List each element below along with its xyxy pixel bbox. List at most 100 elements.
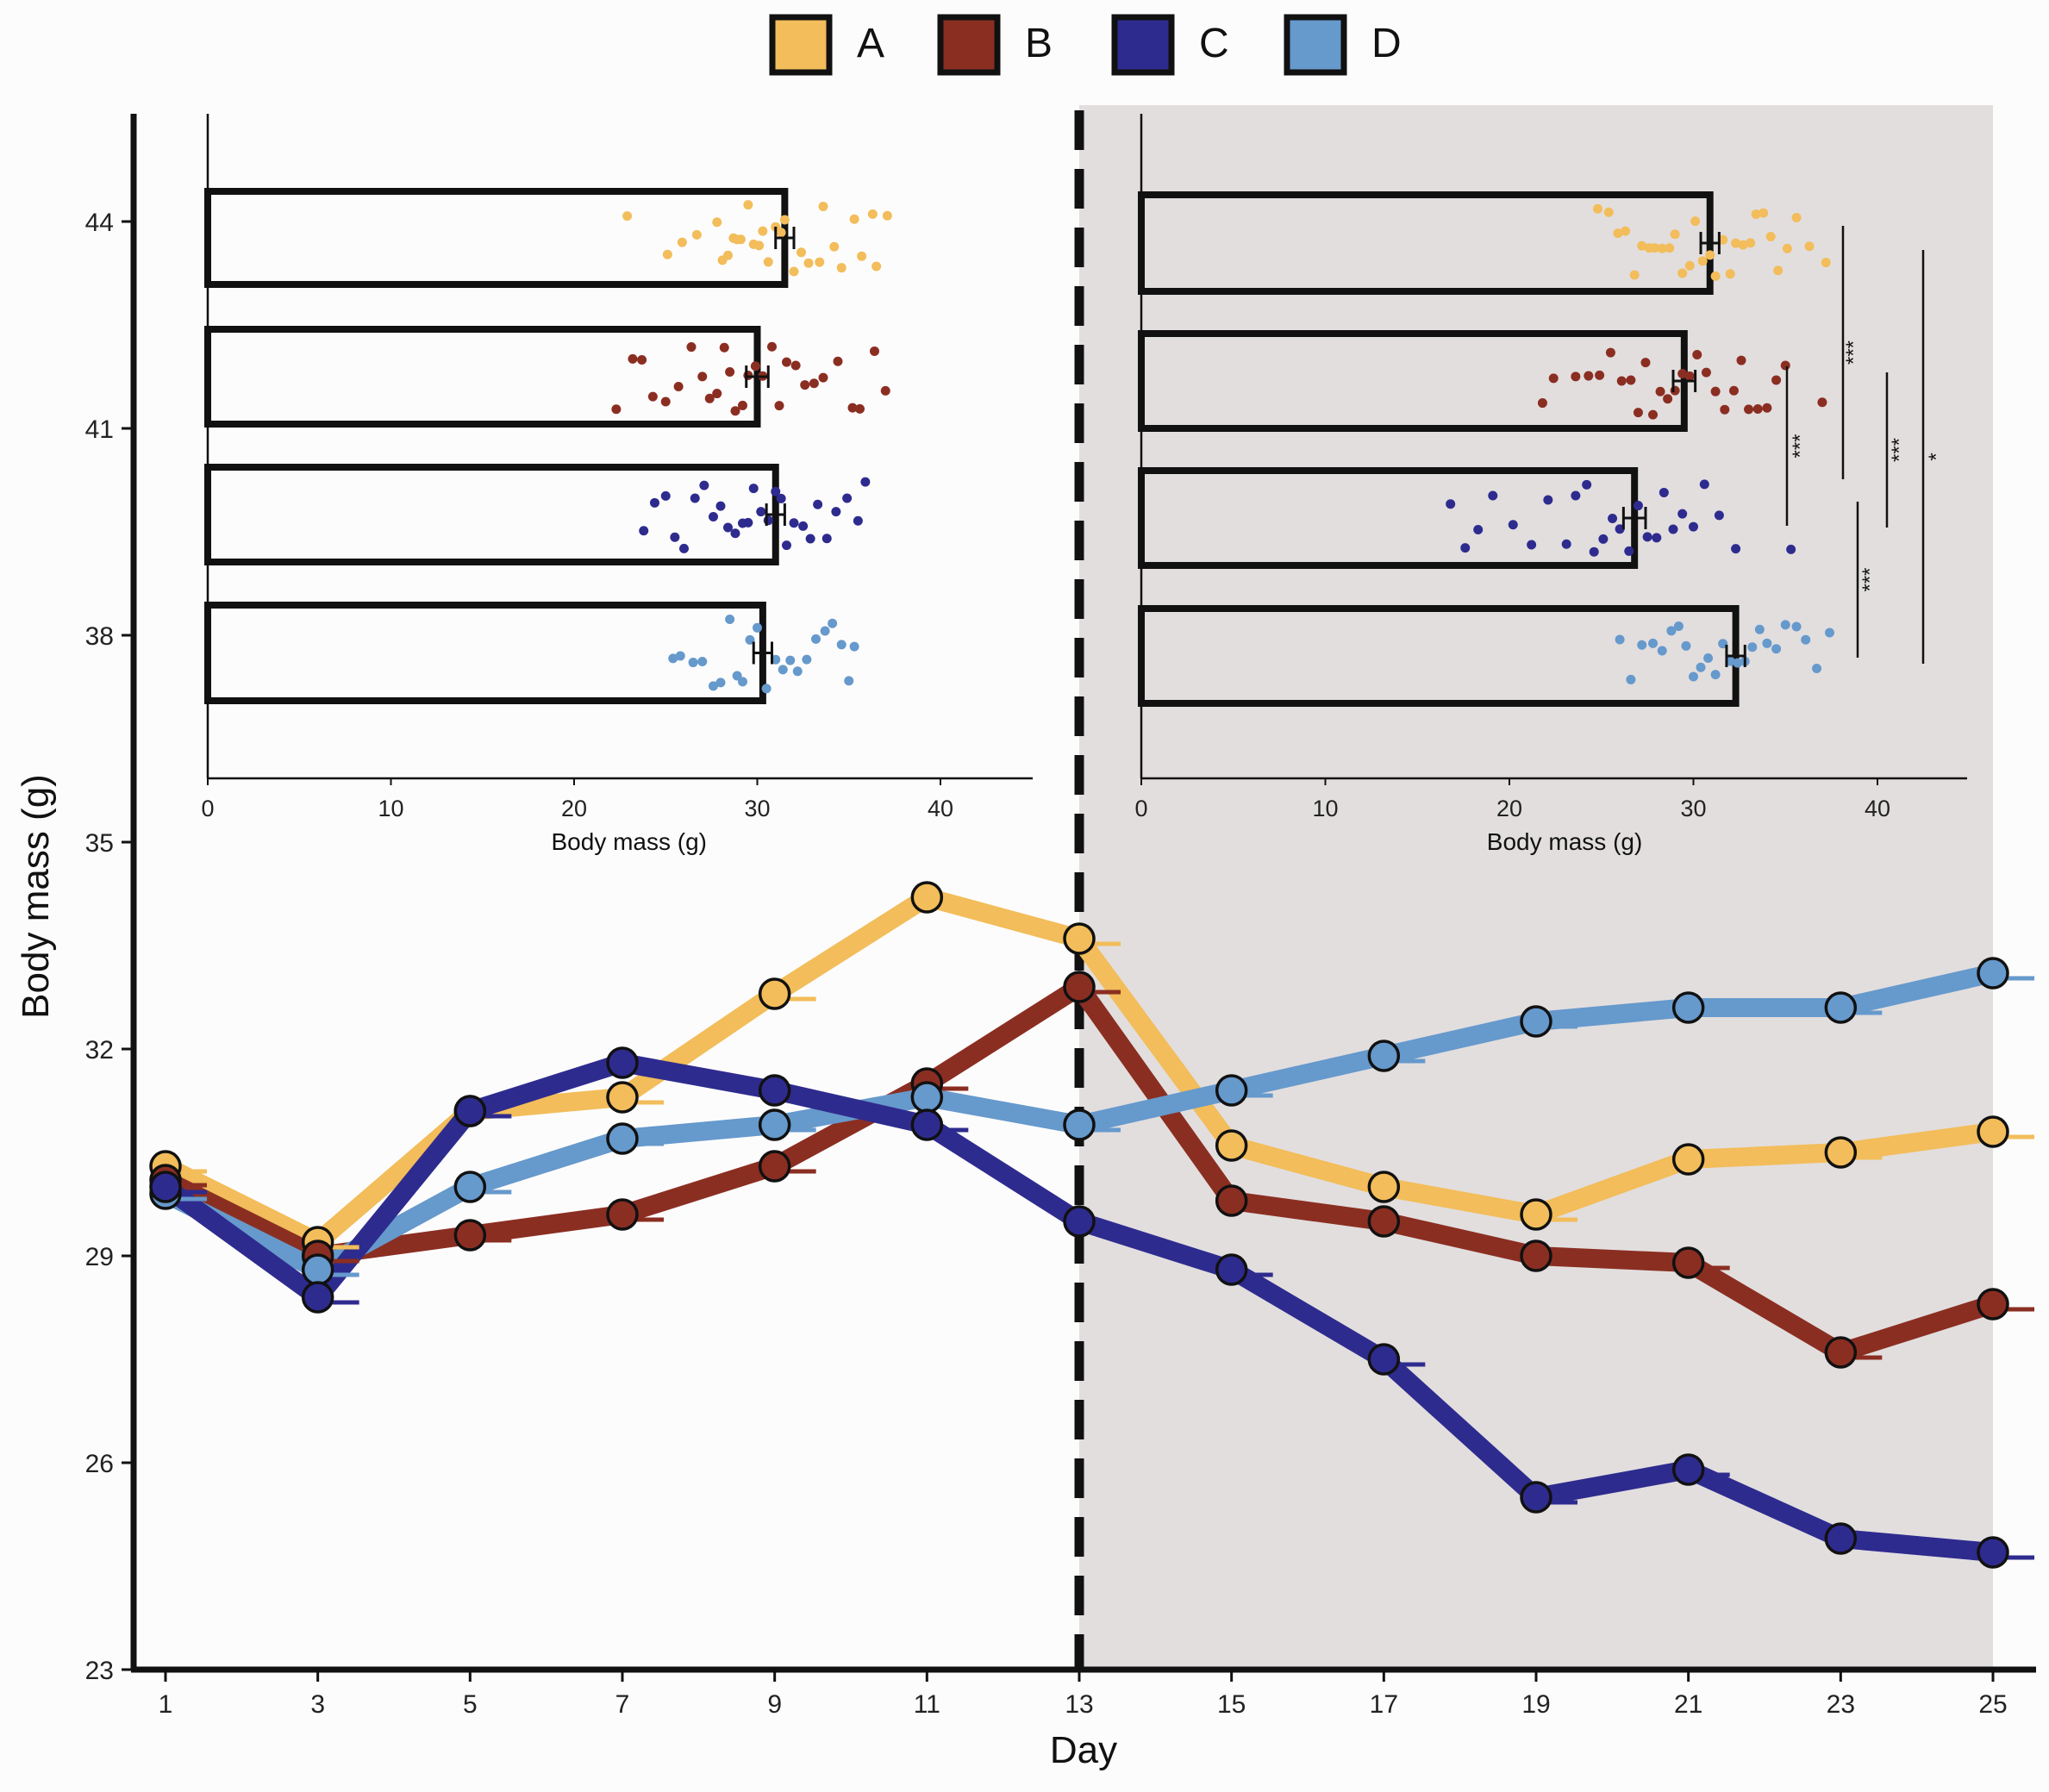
inset-after-point-d [1733,658,1743,668]
inset-after-point-d [1725,656,1735,666]
inset-after-point-c [1668,524,1678,534]
inset-before-point-b [725,367,735,378]
point-c-day-7 [606,1046,639,1079]
inset-before-point-c [660,490,671,501]
inset-after-point-c [1608,514,1618,524]
inset-before-x-tick-label-0: 0 [201,796,214,821]
inset-before-point-b [800,380,810,390]
main-x-tick-label-21: 21 [1674,1690,1702,1719]
inset-before-point-d [675,651,685,661]
sig-label-b-c: *** [1789,434,1812,458]
inset-after-point-d [1703,652,1714,663]
inset-after-point-b [1663,394,1673,404]
inset-after-point-b [1670,385,1680,396]
point-a-day-7 [606,1081,639,1114]
inset-before-point-d [802,654,812,665]
inset-bar-charts: 0 10 20 30 40 Body mass (g) 0 10 20 30 40 Body mass… [201,114,1967,855]
main-x-tick-label-25: 25 [1978,1690,2007,1719]
point-d-day-15 [1215,1074,1248,1107]
inset-before-point-d [778,665,788,675]
inset-after-point-a [1718,234,1728,245]
inset-before-point-c [860,477,871,487]
inset-after-point-c [1543,495,1553,505]
inset-before-point-a [836,263,846,273]
inset-after-point-a [1731,238,1741,248]
inset-after-point-d [1648,638,1659,648]
point-c-day-21 [1671,1453,1705,1486]
inset-before-point-a [803,258,814,268]
point-d-day-9 [758,1108,791,1141]
inset-after-x-tick-label-0: 0 [1134,796,1147,821]
inset-after-point-c [1460,543,1471,553]
inset-before-point-c [776,493,786,503]
inset-before-point-a [779,215,790,225]
point-c-day-9 [758,1074,791,1107]
inset-before-point-a [763,257,773,267]
inset-after-point-d [1771,644,1782,654]
inset-after-point-c [1786,544,1796,554]
inset-after-point-c [1561,539,1571,549]
inset-before-point-b [628,353,638,364]
inset-before-point-a [857,251,867,261]
inset-after-point-b [1744,404,1754,415]
inset-after-x-axis-title: Body mass (g) [1487,828,1643,855]
inset-before-point-c [853,515,863,526]
inset-before-point-d [738,677,747,687]
inset-before-point-d [668,653,678,664]
inset-before-point-b [611,404,622,415]
inset-before-point-c [748,484,759,494]
inset-after-point-d [1718,639,1728,649]
inset-before-point-c [709,512,718,522]
inset-after-x-tick-label-40: 40 [1865,796,1890,821]
inset-after-point-b [1655,386,1665,396]
inset-after-point-d [1747,642,1758,652]
sig-label-b-d: *** [1888,438,1911,462]
inset-before-point-b [750,361,760,372]
inset-after-point-a [1746,238,1756,248]
inset-after-point-b [1633,408,1643,418]
inset-before-point-c [789,518,799,528]
inset-before-point-a [735,234,746,245]
inset-after-point-d [1780,620,1790,630]
inset-after-point-b [1584,371,1594,381]
inset-after-point-c [1731,544,1741,554]
inset-after-point-a [1725,269,1735,279]
inset-after-point-d [1657,646,1667,656]
inset-before-point-d [709,681,718,691]
inset-before-point-c [763,515,773,526]
inset-before-point-b [809,378,819,389]
inset-after-point-b [1762,403,1772,413]
point-a-day-17 [1367,1171,1401,1203]
inset-before-point-d [820,626,830,636]
inset-after-point-a [1621,226,1631,236]
inset-before-point-c [813,499,823,509]
inset-after-point-b [1571,372,1581,382]
inset-after-point-c [1508,520,1518,530]
inset-after-point-a [1765,232,1776,242]
inset-after-point-d [1710,670,1721,680]
inset-before-point-d [688,658,698,668]
inset-before-point-c [743,517,753,528]
inset-before-point-d [836,640,846,650]
y-axis-title: Body mass (g) [15,774,57,1019]
inset-after-point-c [1615,524,1625,534]
shaded-region-layer [1079,105,1993,1670]
point-c-day-17 [1367,1343,1401,1376]
inset-after-point-b [1595,370,1605,380]
inset-after-point-d [1762,638,1772,648]
inset-after-point-a [1751,209,1761,220]
point-a-day-23 [1824,1136,1858,1169]
inset-after-point-d [1615,634,1625,645]
inset-after-x-tick-label-10: 10 [1312,796,1338,821]
legend-label-d: D [1371,21,1402,66]
point-c-day-5 [453,1095,487,1127]
inset-before-point-a [849,214,859,224]
point-c-day-15 [1215,1253,1248,1286]
inset-before-point-b [774,401,784,411]
point-d-day-3 [301,1253,334,1286]
inset-before-x-tick-label-20: 20 [561,796,587,821]
inset-before-point-a [723,250,733,260]
inset-before-point-d [785,655,796,665]
